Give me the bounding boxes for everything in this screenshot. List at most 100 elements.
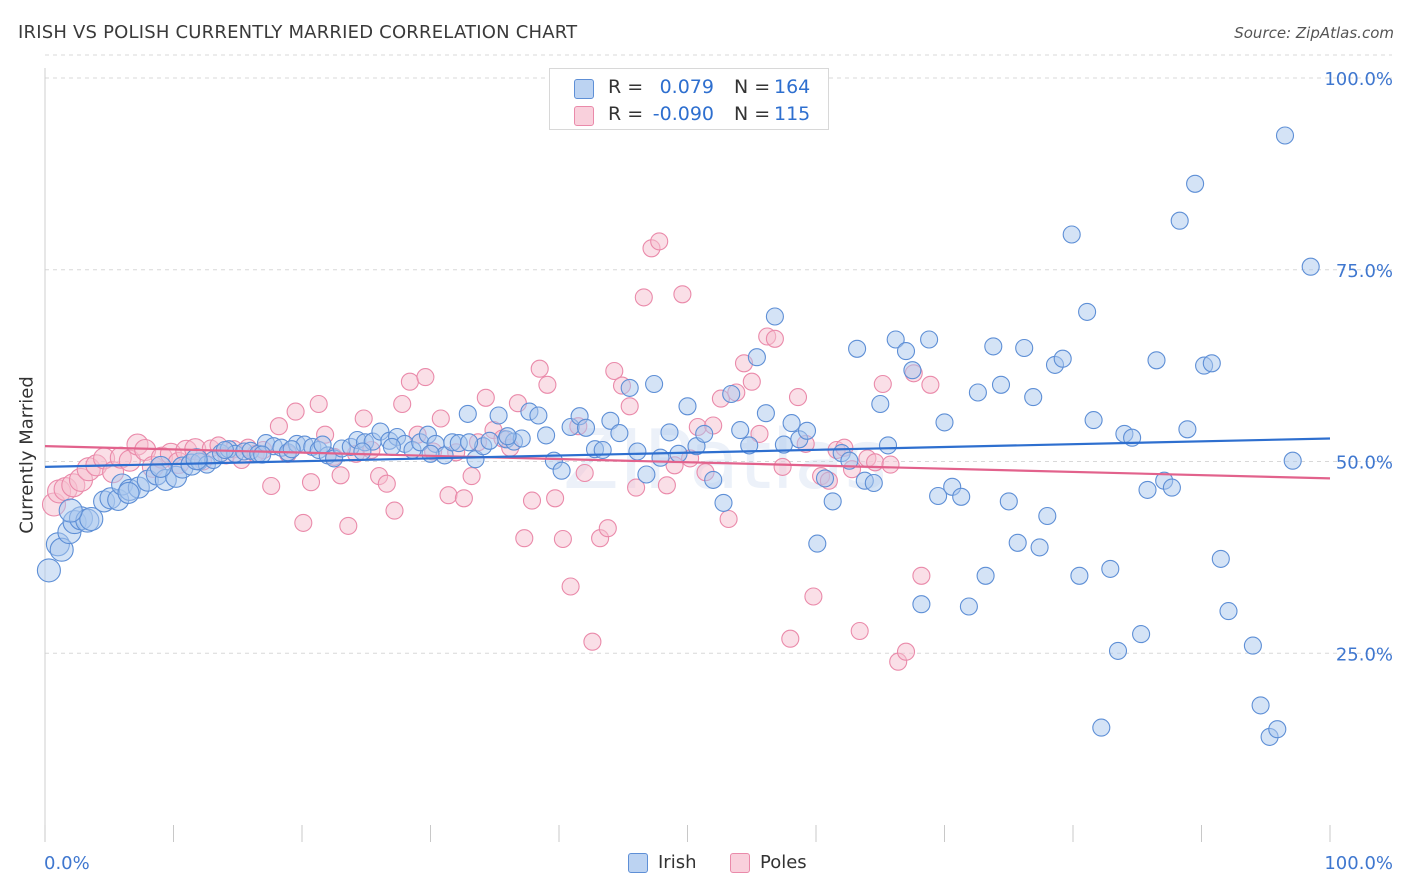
data-point-poles [896,642,916,661]
data-point-irish [678,397,697,416]
x-tick-label: 0.0% [44,853,90,874]
data-point-irish [1030,538,1049,557]
data-point-irish [1251,696,1270,715]
data-point-irish [1038,506,1057,526]
data-point-irish [1162,478,1181,497]
data-point-irish [991,375,1011,394]
data-point-poles [538,375,557,394]
data-point-poles [546,489,565,508]
data-point-poles [301,473,321,492]
data-point-irish [935,413,954,432]
data-point-irish [848,339,867,358]
data-point-poles [850,621,869,641]
data-point-irish [149,455,172,478]
data-point-irish [1202,354,1221,373]
data-point-irish [1147,351,1166,370]
data-point-irish [651,448,670,467]
data-point-irish [645,374,664,394]
data-point-irish [185,448,208,471]
data-point-poles [393,394,412,414]
data-point-poles [331,466,350,485]
grid-lines [45,54,1392,654]
data-point-poles [454,489,473,508]
data-point-poles [583,632,602,651]
data-point-irish [1170,211,1189,230]
irish-legend-swatch [628,853,648,873]
r-label: R = [608,103,644,125]
data-point-irish [1268,720,1287,739]
data-point-irish [695,424,714,443]
trend-lines [44,437,1331,480]
data-point-irish [529,406,548,425]
data-point-poles [269,417,288,436]
data-point-irish [313,435,332,454]
data-point-irish [808,534,827,553]
n-label: N = [734,103,771,125]
chart-title: IRISH VS POLISH CURRENTLY MARRIED CORREL… [18,22,578,43]
data-point-irish [79,506,104,532]
r-label: R = [608,76,644,98]
data-point-poles [431,409,450,428]
data-point-irish [968,383,987,402]
data-point-irish [756,404,775,423]
data-point-poles [750,424,769,443]
data-point-irish [537,426,556,445]
data-point-irish [601,411,620,430]
data-point-irish [823,492,842,511]
legend-label: Irish [658,852,697,873]
data-point-irish [1108,641,1128,660]
x-tick-label: 100.0% [1324,853,1393,874]
data-point-poles [912,566,931,585]
data-point-irish [489,406,508,425]
data-point-poles [881,455,900,474]
data-point-irish [637,465,656,484]
n-value: 115 [774,103,811,125]
data-point-irish [480,431,499,450]
data-point-irish [984,337,1003,356]
data-point-irish [903,361,922,380]
r-value: 0.079 [659,76,714,98]
data-point-irish [747,348,766,367]
data-point-irish [1219,602,1238,621]
source-label: Source: ZipAtlas.com [1234,24,1394,42]
data-point-poles [377,474,396,493]
data-point-irish [1243,636,1262,655]
data-point-poles [719,509,738,529]
data-point-irish [1024,388,1043,407]
axes [44,68,1331,842]
data-point-irish [1015,338,1034,358]
data-point-irish [552,461,571,480]
data-point-poles [561,577,580,596]
trend-line-irish [44,437,1331,468]
n-label: N = [734,76,771,98]
legend-label: Poles [760,852,807,873]
tick-labels: 25.0% 50.0% 75.0% 100.0% 0.0% 100.0% [44,69,1393,874]
data-point-poles [627,478,646,497]
data-point-irish [421,444,440,463]
data-point-irish [1092,718,1111,737]
data-point-irish [1275,126,1295,145]
legend-row-poles: R = -0.090 N = 115 [550,102,828,128]
data-point-irish [1301,257,1320,276]
data-point-poles [921,375,940,394]
data-point-irish [731,421,750,440]
irish-swatch [574,79,594,99]
data-point-poles [866,453,885,472]
data-point-irish [976,566,995,585]
data-point-irish [952,487,971,506]
data-point-irish [886,330,905,349]
data-point-poles [605,361,624,381]
data-point-poles [657,476,676,495]
data-point-poles [781,629,800,648]
data-point-irish [1078,302,1097,321]
y-tick-label: 100.0% [1324,69,1393,90]
data-point-irish [1070,566,1089,585]
data-point-poles [650,232,669,251]
data-point-irish [460,433,479,452]
data-point-irish [576,418,596,437]
data-point-irish [382,437,401,456]
r-value: -0.090 [652,103,714,125]
data-point-poles [515,529,534,548]
y-tick-label: 50.0% [1336,453,1393,474]
